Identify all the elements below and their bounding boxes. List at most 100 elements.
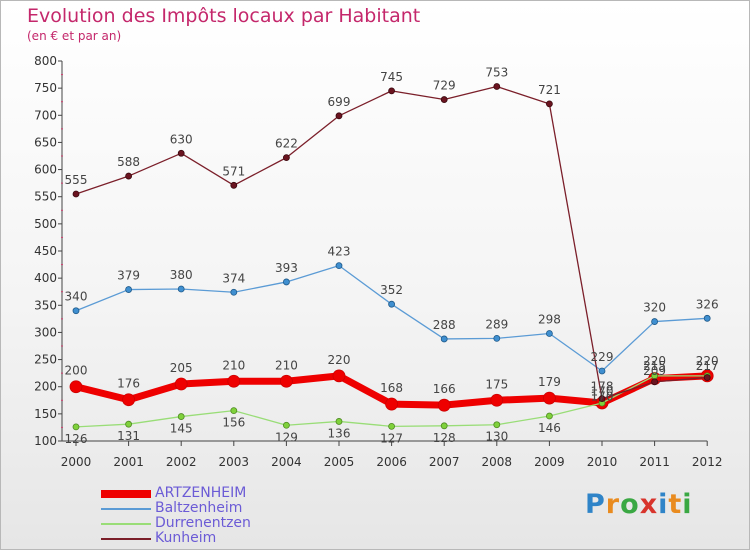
data-label-durrenentzen: 136 [328, 426, 351, 440]
data-label-durrenentzen: 127 [380, 431, 403, 445]
data-label-kunheim: 630 [170, 132, 193, 146]
legend-label: Durrenentzen [155, 515, 251, 531]
data-point-durrenentzen [440, 422, 448, 430]
data-point-baltzenheim [703, 314, 711, 322]
data-point-kunheim [546, 100, 553, 108]
x-tick-label: 2012 [692, 455, 723, 469]
x-tick-label: 2005 [324, 455, 355, 469]
data-point-durrenentzen [125, 420, 132, 428]
data-point-durrenentzen [546, 412, 553, 420]
data-label-durrenentzen: 131 [117, 429, 140, 443]
x-tick-label: 2010 [587, 455, 618, 469]
data-label-artzenheim: 179 [538, 375, 561, 389]
data-label-artzenheim: 176 [117, 377, 140, 391]
data-label-baltzenheim: 379 [117, 269, 140, 283]
data-label-baltzenheim: 393 [275, 261, 298, 275]
data-point-baltzenheim [546, 330, 553, 337]
data-point-artzenheim [69, 380, 83, 394]
logo-letter: r [605, 489, 621, 520]
chart-title: Evolution des Impôts locaux par Habitant [27, 5, 421, 27]
data-point-durrenentzen [493, 421, 501, 429]
data-point-kunheim [230, 181, 238, 189]
logo-letter: P [585, 489, 606, 520]
data-point-kunheim [177, 149, 185, 157]
y-tick-label: 750 [34, 81, 57, 95]
data-label-kunheim: 729 [433, 79, 456, 93]
data-label-overlap: 170 [591, 390, 614, 404]
data-label-durrenentzen: 129 [275, 430, 298, 444]
data-point-kunheim [72, 190, 80, 198]
data-label-baltzenheim: 320 [643, 301, 666, 315]
y-tick-label: 100 [34, 434, 57, 448]
data-label-kunheim: 745 [380, 70, 403, 84]
legend-swatch [101, 538, 151, 540]
data-label-artzenheim: 220 [328, 353, 351, 367]
legend-swatch [101, 523, 151, 525]
data-point-kunheim [125, 172, 132, 180]
data-point-baltzenheim [651, 318, 658, 325]
x-tick-label: 2008 [482, 455, 513, 469]
data-point-durrenentzen [335, 418, 343, 425]
data-label-overlap: 170 [591, 385, 614, 399]
data-point-kunheim [493, 83, 501, 90]
data-label-baltzenheim: 289 [485, 317, 508, 331]
data-point-artzenheim [122, 393, 135, 407]
data-point-durrenentzen [230, 407, 238, 415]
data-point-artzenheim [227, 374, 241, 388]
y-tick-label: 450 [34, 244, 57, 258]
logo-letter: x [639, 489, 659, 520]
y-tick-label: 350 [34, 298, 57, 312]
data-point-baltzenheim [440, 335, 448, 343]
y-tick-label: 300 [34, 325, 57, 339]
y-tick-label: 800 [34, 54, 57, 68]
data-label-durrenentzen: 128 [433, 431, 456, 445]
data-label-baltzenheim: 374 [222, 271, 245, 285]
x-tick-label: 2000 [61, 455, 92, 469]
data-point-baltzenheim [493, 334, 501, 342]
data-point-baltzenheim [598, 367, 606, 375]
y-tick-label: 250 [34, 353, 57, 367]
y-tick-label: 550 [34, 190, 57, 204]
data-label-kunheim: 721 [538, 83, 561, 97]
data-label-durrenentzen: 145 [170, 422, 193, 436]
data-point-baltzenheim [388, 300, 396, 308]
data-point-durrenentzen [72, 423, 80, 431]
x-tick-label: 2011 [639, 455, 670, 469]
data-label-overlap: 215 [643, 359, 666, 373]
data-point-durrenentzen [282, 421, 290, 429]
legend-swatch [101, 490, 151, 498]
data-label-baltzenheim: 229 [591, 350, 614, 364]
y-tick-label: 600 [34, 163, 57, 177]
data-label-kunheim: 588 [117, 155, 140, 169]
data-label-baltzenheim: 298 [538, 313, 561, 327]
data-point-artzenheim [490, 393, 504, 407]
y-tick-label: 500 [34, 217, 57, 231]
data-label-durrenentzen: 146 [538, 421, 561, 435]
data-point-artzenheim [437, 398, 451, 412]
legend-label: ARTZENHEIM [155, 485, 247, 501]
data-point-durrenentzen [177, 413, 185, 420]
data-label-durrenentzen: 130 [485, 430, 508, 444]
data-label-baltzenheim: 423 [328, 245, 351, 259]
data-point-kunheim [651, 378, 658, 386]
data-label-baltzenheim: 288 [433, 318, 456, 332]
data-label-kunheim: 571 [222, 164, 245, 178]
data-point-artzenheim [543, 391, 556, 405]
y-tick-label: 400 [34, 271, 57, 285]
y-tick-label: 150 [34, 407, 57, 421]
data-point-artzenheim [385, 397, 399, 411]
proxiti-logo: Proxiti [585, 489, 693, 520]
x-tick-label: 2003 [219, 455, 250, 469]
data-point-kunheim [703, 374, 711, 381]
data-label-artzenheim: 168 [380, 381, 403, 395]
x-tick-label: 2006 [376, 455, 407, 469]
data-label-overlap: 178 [591, 380, 614, 394]
data-label-kunheim: 753 [485, 66, 508, 80]
data-label-overlap: 209 [643, 364, 666, 378]
data-label-artzenheim: 175 [485, 377, 508, 391]
x-tick-label: 2001 [113, 455, 144, 469]
data-point-baltzenheim [72, 307, 80, 315]
data-label-artzenheim: 205 [170, 361, 193, 375]
legend-label: Kunheim [155, 530, 217, 546]
